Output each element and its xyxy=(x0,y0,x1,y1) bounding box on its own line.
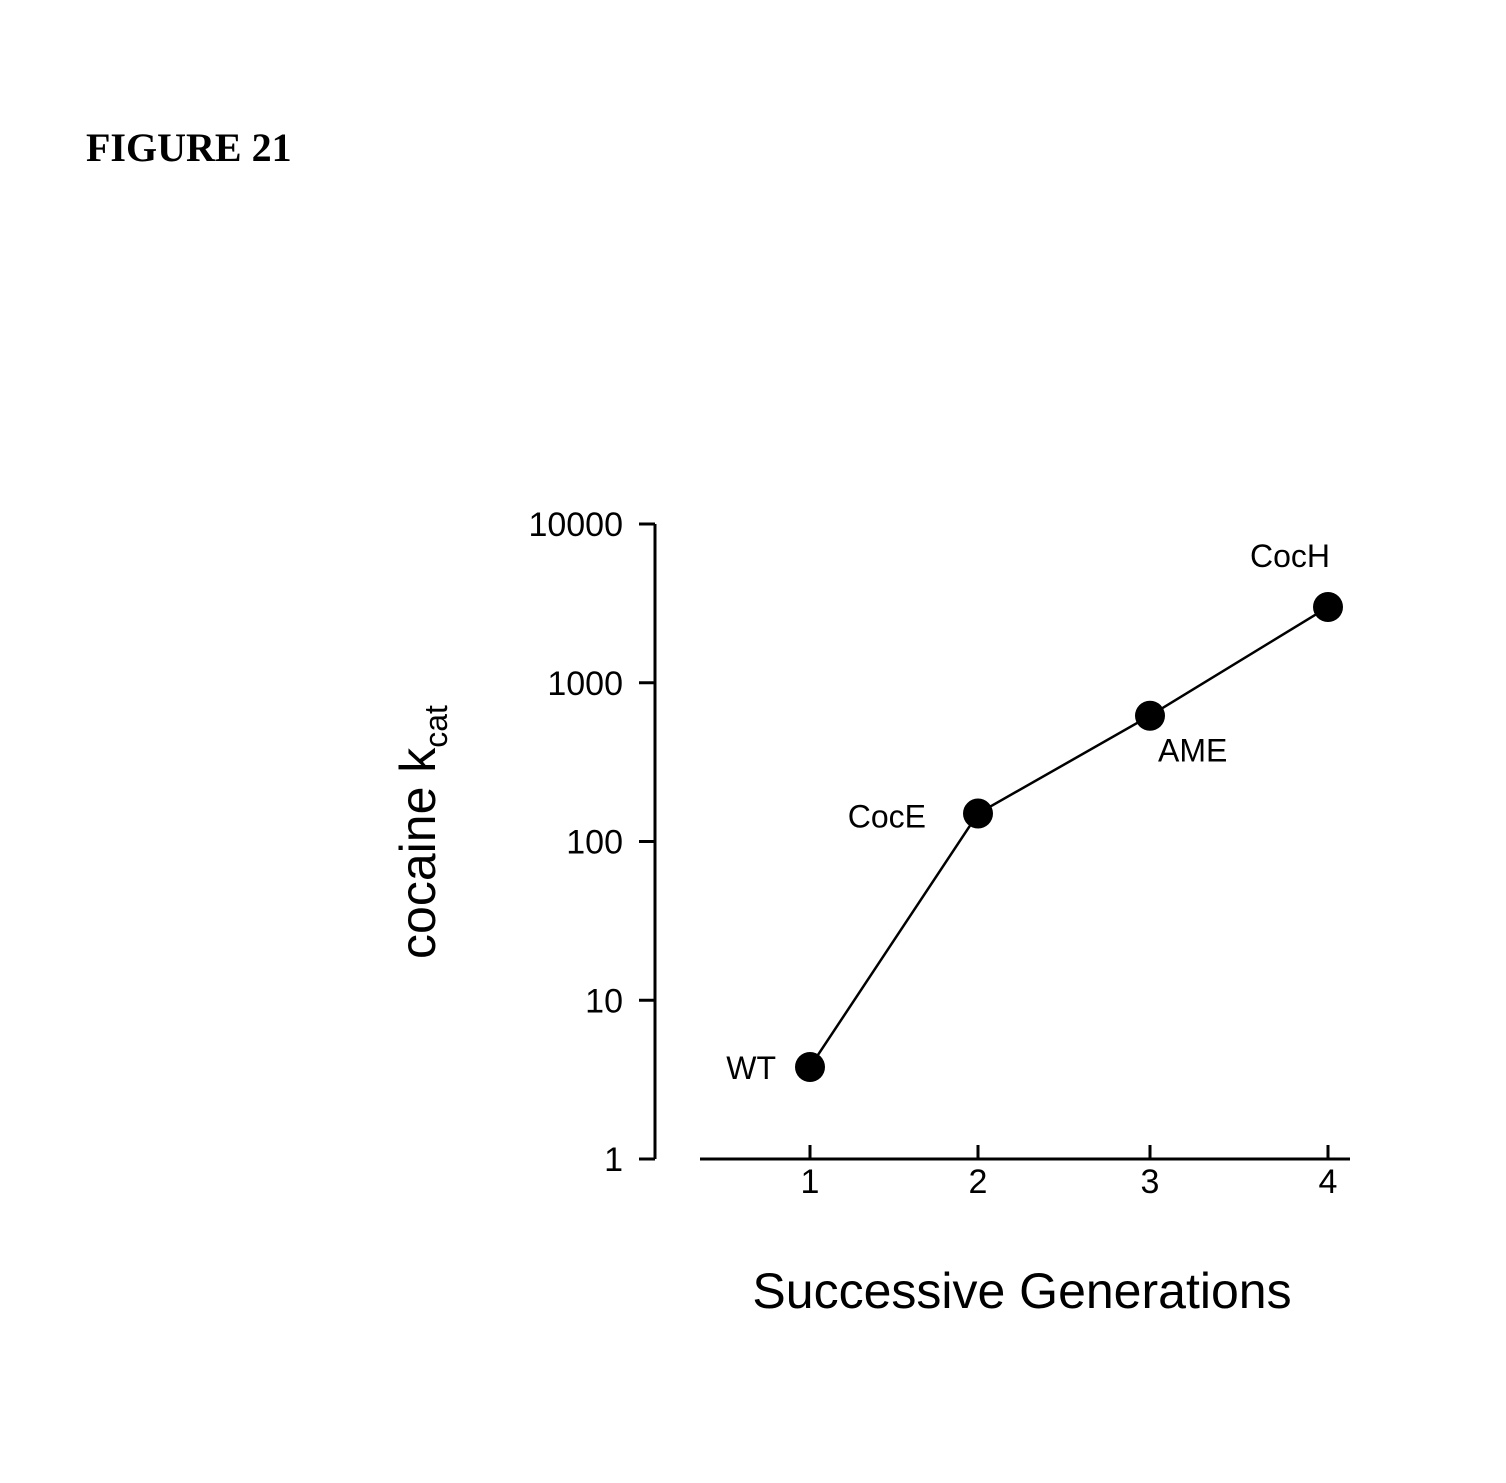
point-labels: WT CocE AME CocH xyxy=(726,538,1330,1086)
y-tick-label: 1000 xyxy=(547,665,623,703)
svg-text:cocaine kcat: cocaine kcat xyxy=(390,705,454,959)
y-tick-label: 10000 xyxy=(528,506,623,544)
data-point-coce xyxy=(963,799,993,829)
x-tick-label: 3 xyxy=(1141,1163,1160,1201)
point-label-ame: AME xyxy=(1158,733,1227,769)
series xyxy=(795,592,1343,1082)
x-axis-title: Successive Generations xyxy=(752,1263,1291,1319)
data-point-wt xyxy=(795,1052,825,1082)
y-ticks: 1 10 100 1000 10000 xyxy=(528,506,655,1179)
y-tick-label: 10 xyxy=(585,982,623,1020)
series-line xyxy=(810,607,1328,1067)
y-tick-label: 100 xyxy=(566,824,623,862)
x-ticks: 1 2 3 4 xyxy=(801,1145,1338,1201)
x-tick-label: 1 xyxy=(801,1163,820,1201)
y-axis-title-main: cocaine k xyxy=(390,747,446,959)
y-axis-title-subscript: cat xyxy=(418,705,454,748)
x-tick-label: 4 xyxy=(1319,1163,1338,1201)
data-point-ame xyxy=(1135,701,1165,731)
point-label-coce: CocE xyxy=(848,799,926,835)
point-label-coch: CocH xyxy=(1250,538,1330,574)
y-tick-label: 1 xyxy=(604,1141,623,1179)
data-point-coch xyxy=(1313,592,1343,622)
point-label-wt: WT xyxy=(726,1050,776,1086)
y-axis-title: cocaine kcat xyxy=(390,705,454,959)
x-tick-label: 2 xyxy=(969,1163,988,1201)
